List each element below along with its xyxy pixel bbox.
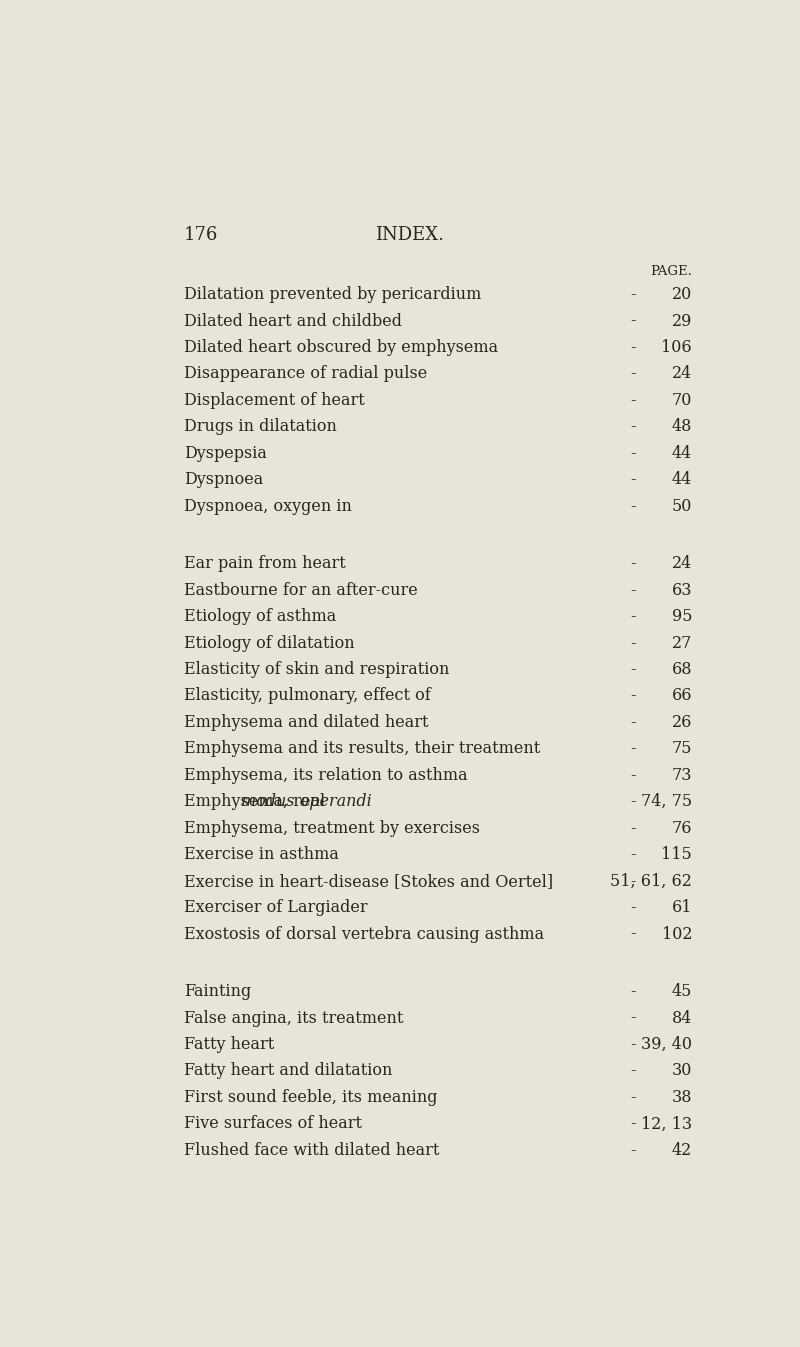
- Text: 12, 13: 12, 13: [641, 1115, 692, 1133]
- Text: Elasticity of skin and respiration: Elasticity of skin and respiration: [184, 661, 449, 678]
- Text: Five surfaces of heart: Five surfaces of heart: [184, 1115, 362, 1133]
- Text: Etiology of asthma: Etiology of asthma: [184, 607, 336, 625]
- Text: -: -: [630, 445, 636, 462]
- Text: Exostosis of dorsal vertebra causing asthma: Exostosis of dorsal vertebra causing ast…: [184, 925, 544, 943]
- Text: 44: 44: [672, 471, 692, 488]
- Text: -: -: [630, 925, 636, 943]
- Text: INDEX.: INDEX.: [375, 226, 445, 244]
- Text: 176: 176: [184, 226, 218, 244]
- Text: -: -: [630, 741, 636, 757]
- Text: -: -: [630, 313, 636, 330]
- Text: 44: 44: [672, 445, 692, 462]
- Text: Fatty heart and dilatation: Fatty heart and dilatation: [184, 1063, 392, 1079]
- Text: 24: 24: [672, 555, 692, 572]
- Text: PAGE.: PAGE.: [650, 265, 692, 279]
- Text: -: -: [630, 1036, 636, 1053]
- Text: 42: 42: [672, 1142, 692, 1158]
- Text: -: -: [630, 661, 636, 678]
- Text: -: -: [630, 392, 636, 409]
- Text: Emphysema, its relation to asthma: Emphysema, its relation to asthma: [184, 766, 467, 784]
- Text: 26: 26: [672, 714, 692, 731]
- Text: Displacement of heart: Displacement of heart: [184, 392, 365, 409]
- Text: 95: 95: [672, 607, 692, 625]
- Text: Exercise in asthma: Exercise in asthma: [184, 846, 338, 863]
- Text: 20: 20: [672, 286, 692, 303]
- Text: 75: 75: [672, 741, 692, 757]
- Text: 84: 84: [672, 1009, 692, 1026]
- Text: Disappearance of radial pulse: Disappearance of radial pulse: [184, 365, 427, 383]
- Text: Elasticity, pulmonary, effect of: Elasticity, pulmonary, effect of: [184, 687, 430, 704]
- Text: -: -: [630, 846, 636, 863]
- Text: 39, 40: 39, 40: [641, 1036, 692, 1053]
- Text: -: -: [630, 286, 636, 303]
- Text: -: -: [630, 365, 636, 383]
- Text: -: -: [630, 555, 636, 572]
- Text: -: -: [630, 582, 636, 598]
- Text: 27: 27: [672, 634, 692, 652]
- Text: 74, 75: 74, 75: [641, 793, 692, 811]
- Text: modus operandi: modus operandi: [242, 793, 372, 811]
- Text: Emphysema, real: Emphysema, real: [184, 793, 330, 811]
- Text: Ear pain from heart: Ear pain from heart: [184, 555, 346, 572]
- Text: 51, 61, 62: 51, 61, 62: [610, 873, 692, 889]
- Text: Fainting: Fainting: [184, 983, 251, 999]
- Text: Dilated heart obscured by emphysema: Dilated heart obscured by emphysema: [184, 339, 498, 356]
- Text: 102: 102: [662, 925, 692, 943]
- Text: -: -: [630, 1115, 636, 1133]
- Text: 115: 115: [662, 846, 692, 863]
- Text: Emphysema and its results, their treatment: Emphysema and its results, their treatme…: [184, 741, 540, 757]
- Text: Emphysema, treatment by exercises: Emphysema, treatment by exercises: [184, 820, 480, 836]
- Text: 24: 24: [672, 365, 692, 383]
- Text: Dyspnoea, oxygen in: Dyspnoea, oxygen in: [184, 497, 351, 515]
- Text: Exercise in heart-disease [Stokes and Oertel]: Exercise in heart-disease [Stokes and Oe…: [184, 873, 553, 889]
- Text: 29: 29: [672, 313, 692, 330]
- Text: Etiology of dilatation: Etiology of dilatation: [184, 634, 354, 652]
- Text: -: -: [630, 497, 636, 515]
- Text: Flushed face with dilated heart: Flushed face with dilated heart: [184, 1142, 439, 1158]
- Text: Emphysema and dilated heart: Emphysema and dilated heart: [184, 714, 428, 731]
- Text: Dilated heart and childbed: Dilated heart and childbed: [184, 313, 402, 330]
- Text: 48: 48: [672, 419, 692, 435]
- Text: 30: 30: [672, 1063, 692, 1079]
- Text: Fatty heart: Fatty heart: [184, 1036, 274, 1053]
- Text: -: -: [630, 419, 636, 435]
- Text: 45: 45: [672, 983, 692, 999]
- Text: Drugs in dilatation: Drugs in dilatation: [184, 419, 337, 435]
- Text: -: -: [630, 873, 636, 889]
- Text: -: -: [630, 766, 636, 784]
- Text: -: -: [630, 793, 636, 811]
- Text: -: -: [630, 1142, 636, 1158]
- Text: -: -: [630, 983, 636, 999]
- Text: 106: 106: [662, 339, 692, 356]
- Text: -: -: [630, 820, 636, 836]
- Text: First sound feeble, its meaning: First sound feeble, its meaning: [184, 1088, 437, 1106]
- Text: Exerciser of Largiader: Exerciser of Largiader: [184, 898, 367, 916]
- Text: 68: 68: [672, 661, 692, 678]
- Text: -: -: [630, 1088, 636, 1106]
- Text: -: -: [630, 687, 636, 704]
- Text: -: -: [630, 471, 636, 488]
- Text: -: -: [630, 634, 636, 652]
- Text: Dyspnoea: Dyspnoea: [184, 471, 263, 488]
- Text: Dilatation prevented by pericardium: Dilatation prevented by pericardium: [184, 286, 481, 303]
- Text: False angina, its treatment: False angina, its treatment: [184, 1009, 403, 1026]
- Text: -: -: [630, 339, 636, 356]
- Text: Dyspepsia: Dyspepsia: [184, 445, 266, 462]
- Text: 63: 63: [672, 582, 692, 598]
- Text: 73: 73: [672, 766, 692, 784]
- Text: 50: 50: [672, 497, 692, 515]
- Text: 38: 38: [672, 1088, 692, 1106]
- Text: 70: 70: [672, 392, 692, 409]
- Text: -: -: [630, 898, 636, 916]
- Text: 61: 61: [672, 898, 692, 916]
- Text: -: -: [630, 607, 636, 625]
- Text: 76: 76: [672, 820, 692, 836]
- Text: -: -: [630, 1009, 636, 1026]
- Text: -: -: [630, 714, 636, 731]
- Text: -: -: [630, 1063, 636, 1079]
- Text: Eastbourne for an after-cure: Eastbourne for an after-cure: [184, 582, 418, 598]
- Text: 66: 66: [672, 687, 692, 704]
